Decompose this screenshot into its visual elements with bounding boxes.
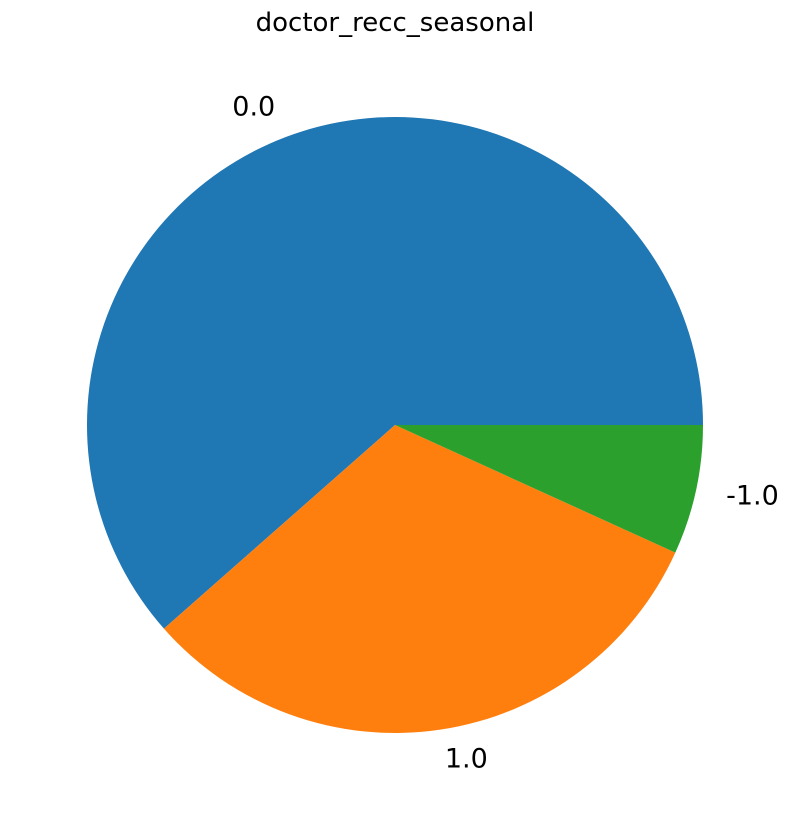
pie-slice-1-0 bbox=[395, 425, 703, 553]
pie-label: -1.0 bbox=[726, 480, 779, 511]
pie-slice-0-0 bbox=[86, 117, 703, 629]
pie-label: 1.0 bbox=[445, 744, 488, 775]
pie-slice-1-0 bbox=[163, 425, 676, 734]
pie-slices bbox=[86, 117, 703, 734]
pie-label: 0.0 bbox=[232, 92, 275, 123]
chart-title: doctor_recc_seasonal bbox=[256, 8, 535, 38]
pie-labels: 0.0 1.0 -1.0 bbox=[232, 92, 778, 775]
